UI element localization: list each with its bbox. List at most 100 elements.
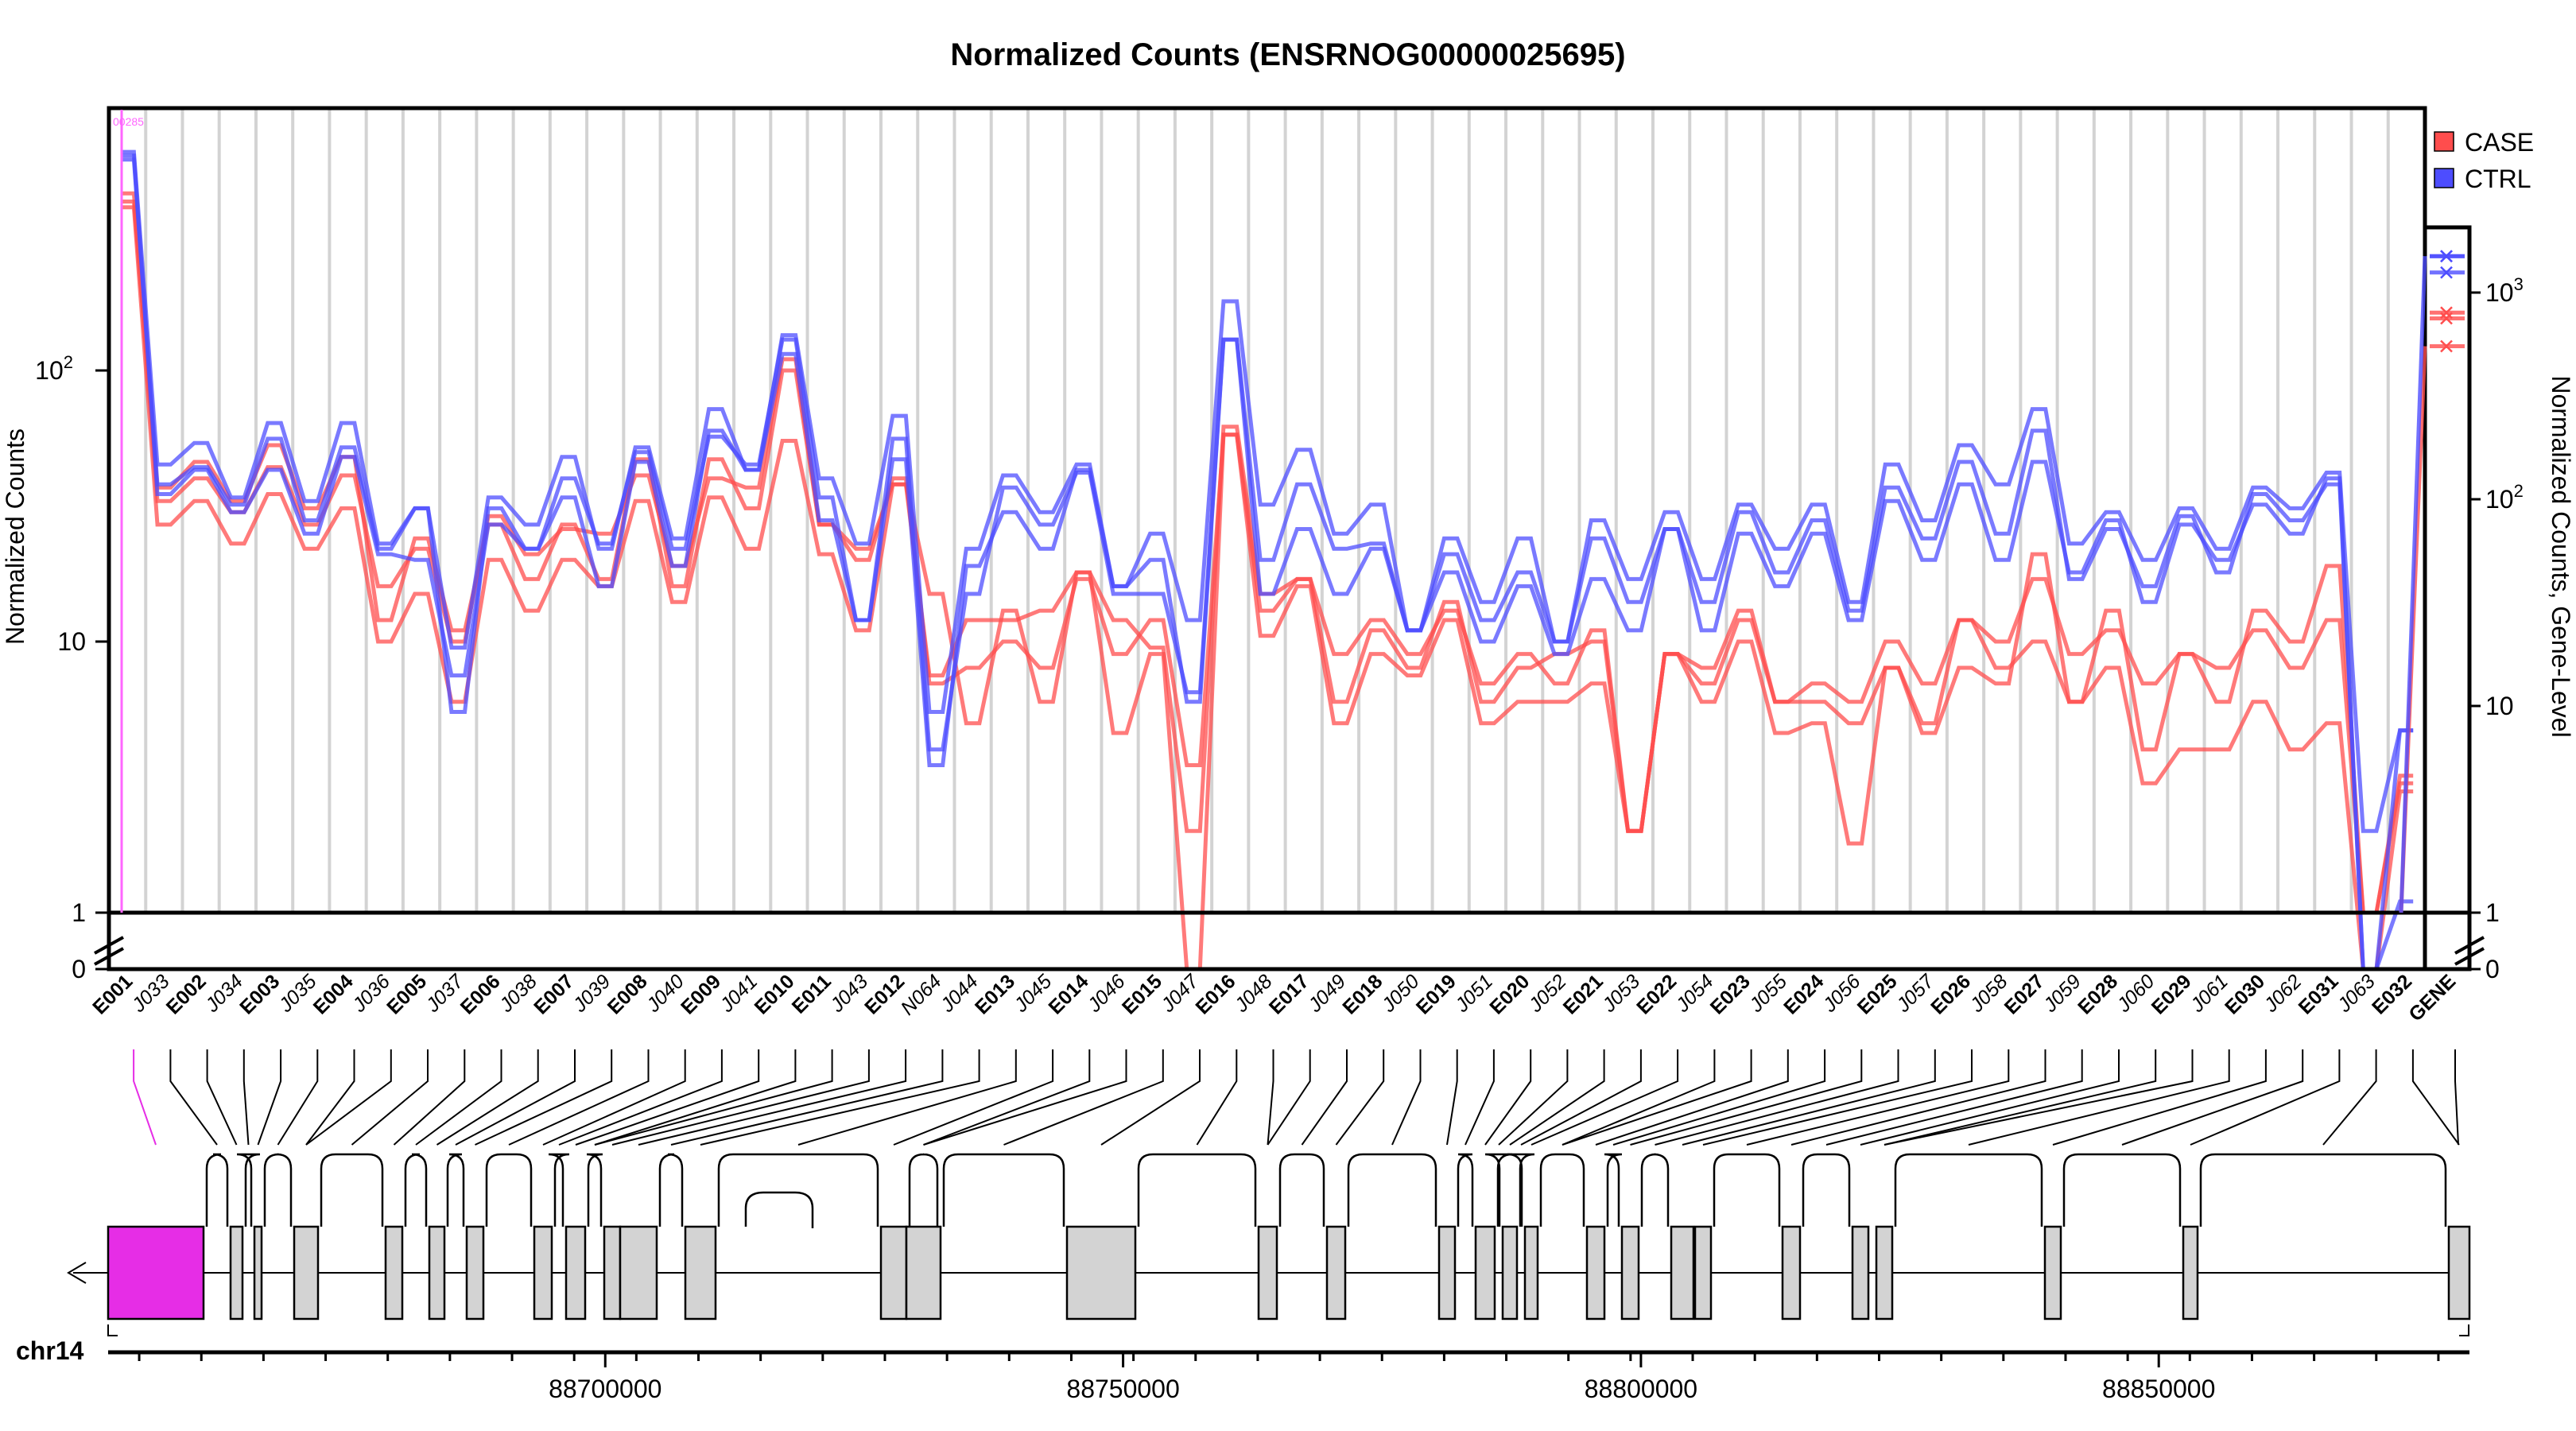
bin-label: E006 [456,970,505,1018]
right-y-axis-label: Normalized Counts, Gene-Level [2547,375,2575,737]
feature-connector [206,1049,238,1146]
bin-label: E031 [2295,970,2343,1018]
exon [1065,1225,1137,1320]
splice-junction [205,1153,229,1227]
feature-connector [575,1049,760,1146]
bin-label: E030 [2221,970,2269,1018]
feature-connector [1530,1049,1679,1146]
axis-break-mark [2454,947,2485,966]
bin-label: E019 [1412,970,1461,1018]
gene-model [67,1153,2471,1336]
splice-junction [1484,1153,1513,1227]
splice-junction [1137,1153,1257,1227]
exon [1501,1225,1519,1320]
bin-label: J058 [1965,970,2012,1017]
bin-label: E028 [2074,970,2122,1018]
splice-junction [1347,1153,1437,1227]
gene-level-marker [2440,312,2453,325]
gene-level-marker [2440,339,2453,353]
axis-break-mark [2454,936,2485,955]
axis-break-mark [94,947,124,966]
bin-label: J046 [1083,970,1130,1017]
genomic-axis-ticks: 88700000 88750000 88800000 88850000 [138,1352,2440,1403]
feature-connector [2052,1049,2267,1146]
bin-label: J050 [1377,970,1424,1017]
feature-connector [1562,1049,1752,1146]
splice-junction [485,1153,533,1227]
feature-connector [1612,1049,1826,1146]
exon [1585,1225,1606,1320]
splice-junction [1457,1153,1474,1227]
exon [1851,1225,1870,1320]
bin-label: J055 [1744,970,1791,1017]
series-line-ctrl [120,157,2414,971]
feature-connector [475,1049,613,1146]
feature-connector [1498,1049,1569,1146]
splice-junction [320,1153,384,1227]
feature-connector [594,1049,797,1146]
genomic-tick-label: 88750000 [1066,1375,1179,1403]
bin-labels: E001J033E002J034E003J035E004J036E005J037… [88,970,2416,1020]
feature-connector [923,1049,1127,1146]
right-y-tick-label: 102 [2485,481,2524,514]
feature-connector [415,1049,502,1146]
exon [1437,1225,1457,1320]
splice-junction [2062,1153,2182,1227]
feature-connector [133,1049,157,1146]
bin-label: E024 [1779,970,1828,1018]
bin-label: J051 [1450,970,1497,1017]
feature-connector [1746,1049,2010,1146]
bin-label: E026 [1926,970,1975,1018]
exon [1325,1225,1347,1320]
bin-label: E029 [2147,970,2196,1018]
feature-connector [508,1049,650,1146]
exon [1620,1225,1640,1320]
splice-junction [263,1153,293,1227]
feature-connector [305,1049,392,1146]
y-tick-label: 1 [72,898,86,927]
legend-label-ctrl: CTRL [2465,165,2531,193]
series-lines [120,149,2414,971]
bin-label: J041 [716,970,762,1017]
feature-connector [700,1049,980,1146]
splice-junctions [205,1153,2447,1228]
exon [1523,1225,1539,1320]
exon [564,1225,587,1320]
exon [1474,1225,1496,1320]
gene-level-frame [2423,225,2472,971]
splice-junction [236,1153,261,1227]
feature-connector [1267,1049,1311,1146]
feature-connector [2190,1049,2341,1146]
feature-connector [257,1049,282,1146]
bin-label: E005 [382,970,431,1018]
bin-label: J033 [127,970,174,1017]
feature-connector [670,1049,944,1146]
feature-connector [351,1049,429,1146]
feature-connector [893,1049,1054,1146]
bin-separators [144,110,2390,911]
feature-connector [611,1049,870,1146]
gene-level-marker [2440,250,2453,263]
splice-junction [1278,1153,1325,1227]
splice-junction [548,1153,570,1227]
y-tick-label: 0 [72,955,86,983]
splice-junction [658,1153,684,1227]
exon-blocks [107,1225,2471,1320]
bin-label: J037 [421,970,469,1018]
bin-label: J054 [1671,970,1718,1017]
bin-label: E007 [530,970,578,1018]
bin-label: E023 [1706,970,1755,1018]
feature-connector [1484,1049,1532,1146]
bin-label: E016 [1191,970,1240,1018]
bin-label: J056 [1818,970,1865,1017]
splice-junction [1894,1153,2043,1227]
feature-connectors [133,1049,2460,1146]
splice-junction [2199,1153,2447,1227]
bin-label: N064 [897,970,946,1019]
bin-label: E010 [751,970,799,1018]
bin-label: E027 [2000,970,2049,1018]
bin-label: E002 [162,970,211,1018]
genomic-tick-label: 88700000 [549,1375,661,1403]
feature-connector [797,1049,1017,1146]
bin-label: J052 [1524,970,1571,1017]
